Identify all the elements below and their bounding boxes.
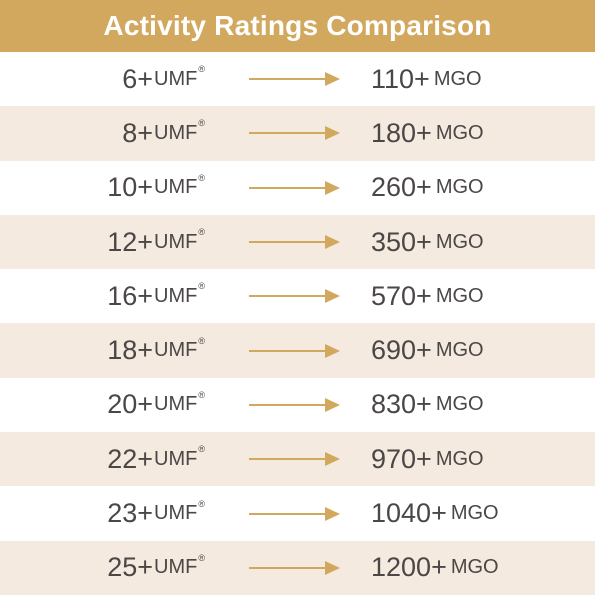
mgo-rating: 260+ MGO — [371, 161, 484, 215]
mgo-rating: 830+ MGO — [371, 378, 484, 432]
umf-value: 16+ — [107, 280, 154, 311]
mgo-rating: 1040+ MGO — [371, 486, 499, 540]
umf-value: 10+ — [107, 172, 154, 203]
umf-unit: UMF — [154, 121, 198, 144]
registered-mark: ® — [198, 64, 205, 75]
umf-value: 22+ — [107, 443, 154, 474]
mgo-value: 110+ — [371, 63, 430, 94]
umf-rating: 6+ UMF ® — [122, 52, 205, 106]
mgo-unit: MGO — [435, 339, 484, 362]
umf-value: 25+ — [107, 552, 154, 583]
umf-rating: 18+ UMF ® — [107, 323, 205, 377]
umf-value: 18+ — [107, 335, 154, 366]
table-row: 16+ UMF ® 570+ MGO — [0, 269, 595, 323]
umf-rating: 8+ UMF ® — [122, 106, 205, 160]
umf-unit: UMF — [154, 556, 198, 579]
registered-mark: ® — [198, 389, 205, 400]
table-row: 25+ UMF ® 1200+ MGO — [0, 540, 595, 595]
mgo-unit: MGO — [435, 284, 484, 307]
mgo-rating: 110+ MGO — [371, 52, 482, 106]
mgo-rating: 970+ MGO — [371, 432, 484, 486]
umf-value: 8+ — [122, 117, 154, 148]
umf-value: 23+ — [107, 498, 154, 529]
mgo-unit: MGO — [433, 67, 482, 90]
right-arrow-icon — [249, 72, 340, 87]
mgo-value: 830+ — [371, 389, 432, 420]
mgo-value: 1040+ — [371, 498, 447, 529]
table-title: Activity Ratings Comparison — [103, 10, 492, 41]
right-arrow-icon — [249, 397, 340, 412]
mgo-value: 690+ — [371, 335, 432, 366]
mgo-rating: 350+ MGO — [371, 215, 484, 269]
table-rows: 6+ UMF ® 110+ MGO 8+ UMF ® 180+ MGO 10+ UMF ® 260+ MGO… — [0, 52, 595, 595]
umf-rating: 20+ UMF ® — [107, 378, 205, 432]
table-row: 8+ UMF ® 180+ MGO — [0, 106, 595, 161]
registered-mark: ® — [198, 227, 205, 238]
umf-rating: 23+ UMF ® — [107, 486, 205, 540]
umf-value: 6+ — [122, 63, 154, 94]
right-arrow-icon — [249, 235, 340, 250]
mgo-value: 570+ — [371, 280, 432, 311]
right-arrow-icon — [249, 343, 340, 358]
umf-value: 20+ — [107, 389, 154, 420]
umf-unit: UMF — [154, 447, 198, 470]
right-arrow-icon — [249, 452, 340, 467]
mgo-rating: 690+ MGO — [371, 323, 484, 377]
mgo-rating: 570+ MGO — [371, 269, 484, 323]
right-arrow-icon — [249, 126, 340, 141]
table-row: 12+ UMF ® 350+ MGO — [0, 214, 595, 270]
mgo-unit: MGO — [435, 121, 484, 144]
right-arrow-icon — [249, 506, 340, 521]
umf-unit: UMF — [154, 67, 198, 90]
registered-mark: ® — [198, 335, 205, 346]
registered-mark: ® — [198, 552, 205, 563]
registered-mark: ® — [198, 498, 205, 509]
mgo-value: 180+ — [371, 117, 432, 148]
mgo-value: 970+ — [371, 443, 432, 474]
umf-rating: 25+ UMF ® — [107, 541, 205, 595]
table-row: 22+ UMF ® 970+ MGO — [0, 432, 595, 487]
registered-mark: ® — [198, 118, 205, 129]
umf-unit: UMF — [154, 176, 198, 199]
umf-unit: UMF — [154, 339, 198, 362]
umf-rating: 16+ UMF ® — [107, 269, 205, 323]
mgo-unit: MGO — [435, 176, 484, 199]
table-row: 6+ UMF ® 110+ MGO — [0, 52, 595, 106]
mgo-unit: MGO — [435, 393, 484, 416]
umf-rating: 10+ UMF ® — [107, 161, 205, 215]
umf-rating: 22+ UMF ® — [107, 432, 205, 486]
mgo-unit: MGO — [435, 447, 484, 470]
mgo-value: 260+ — [371, 172, 432, 203]
right-arrow-icon — [249, 289, 340, 304]
umf-unit: UMF — [154, 230, 198, 253]
registered-mark: ® — [198, 444, 205, 455]
mgo-unit: MGO — [450, 502, 499, 525]
mgo-rating: 180+ MGO — [371, 106, 484, 160]
umf-unit: UMF — [154, 393, 198, 416]
mgo-rating: 1200+ MGO — [371, 541, 499, 595]
umf-unit: UMF — [154, 502, 198, 525]
umf-unit: UMF — [154, 284, 198, 307]
registered-mark: ® — [198, 172, 205, 183]
mgo-value: 350+ — [371, 226, 432, 257]
right-arrow-icon — [249, 180, 340, 195]
umf-rating: 12+ UMF ® — [107, 215, 205, 269]
table-row: 10+ UMF ® 260+ MGO — [0, 161, 595, 215]
table-header: Activity Ratings Comparison — [0, 0, 595, 52]
table-row: 23+ UMF ® 1040+ MGO — [0, 486, 595, 540]
umf-value: 12+ — [107, 226, 154, 257]
table-row: 18+ UMF ® 690+ MGO — [0, 323, 595, 378]
registered-mark: ® — [198, 281, 205, 292]
mgo-unit: MGO — [435, 230, 484, 253]
mgo-unit: MGO — [450, 556, 499, 579]
mgo-value: 1200+ — [371, 552, 447, 583]
right-arrow-icon — [249, 560, 340, 575]
table-row: 20+ UMF ® 830+ MGO — [0, 378, 595, 432]
